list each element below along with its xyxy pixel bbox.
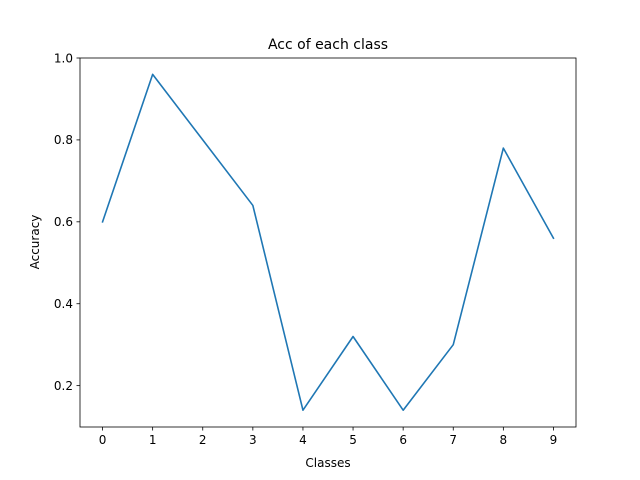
y-tick-label: 0.8	[54, 133, 73, 147]
x-tick-label: 0	[99, 433, 107, 447]
x-tick-label: 1	[149, 433, 157, 447]
plot-area-background	[80, 58, 576, 427]
y-tick-label: 0.4	[54, 297, 73, 311]
x-tick-label: 9	[550, 433, 558, 447]
x-tick-label: 5	[349, 433, 357, 447]
chart-title: Acc of each class	[268, 37, 388, 53]
x-axis: 0 1 2 3 4 5 6 7 8 9	[99, 427, 558, 447]
x-tick-label: 7	[449, 433, 457, 447]
y-tick-label: 1.0	[54, 51, 73, 65]
y-tick-label: 0.6	[54, 215, 73, 229]
y-tick-label: 0.2	[54, 379, 73, 393]
x-tick-label: 8	[500, 433, 508, 447]
x-tick-label: 4	[299, 433, 307, 447]
x-axis-label: Classes	[305, 456, 350, 470]
x-tick-label: 2	[199, 433, 207, 447]
series-line	[101, 73, 555, 412]
x-tick-label: 6	[399, 433, 407, 447]
y-axis-label: Accuracy	[28, 215, 42, 270]
x-tick-label: 3	[249, 433, 257, 447]
plot-frame	[79, 57, 577, 428]
series-group	[101, 73, 555, 412]
y-axis: 0.2 0.4 0.6 0.8 1.0	[54, 51, 80, 393]
